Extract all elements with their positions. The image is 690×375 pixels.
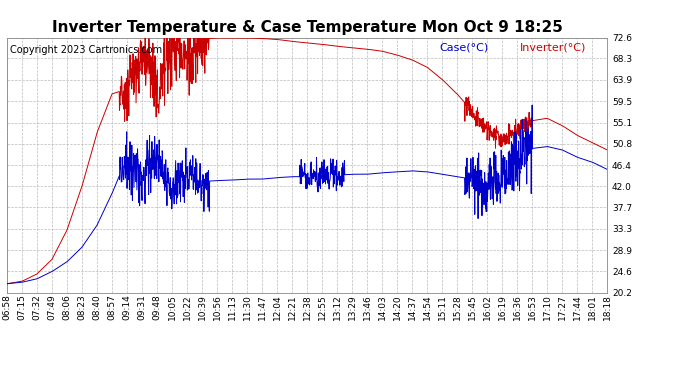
Text: Case(°C): Case(°C) <box>439 43 489 52</box>
Text: Inverter(°C): Inverter(°C) <box>520 43 586 52</box>
Title: Inverter Temperature & Case Temperature Mon Oct 9 18:25: Inverter Temperature & Case Temperature … <box>52 20 562 35</box>
Text: Copyright 2023 Cartronics.com: Copyright 2023 Cartronics.com <box>10 45 162 55</box>
